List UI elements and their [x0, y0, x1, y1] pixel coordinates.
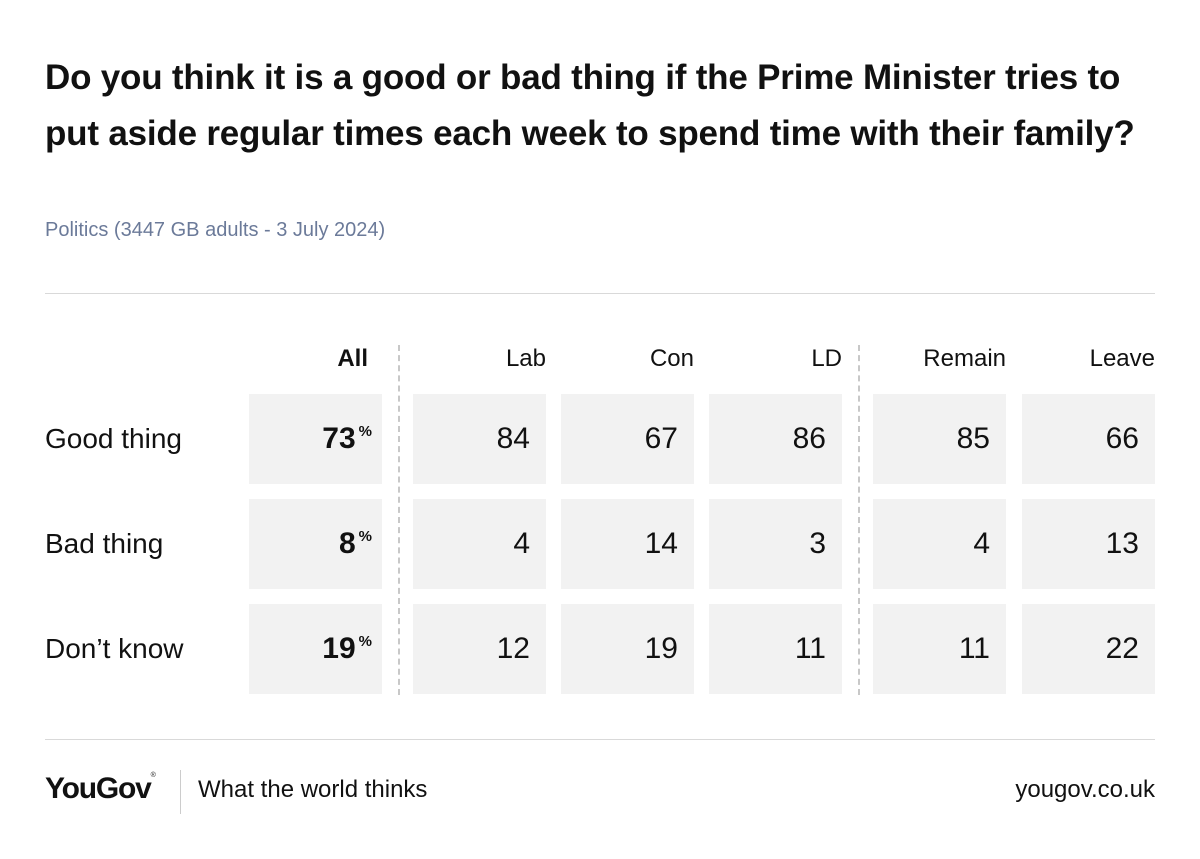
cell-don-t-know-ld: 11 [709, 604, 842, 694]
cell-value: 4 [973, 527, 990, 560]
footer-divider [180, 770, 181, 814]
cell-value: 14 [644, 527, 678, 560]
column-header-con: Con [649, 345, 694, 372]
percent-sign: % [358, 527, 372, 545]
cell-good-thing-lab: 84 [413, 394, 546, 484]
cell-good-thing-leave: 66 [1022, 394, 1155, 484]
cell-bad-thing-leave: 13 [1022, 499, 1155, 589]
chart-subtitle: Politics (3447 GB adults - 3 July 2024) [45, 219, 386, 241]
cell-don-t-know-lab: 12 [413, 604, 546, 694]
percent-sign: % [358, 422, 372, 440]
website-link[interactable]: yougov.co.uk [1015, 776, 1155, 803]
cell-value: 19 [322, 632, 356, 665]
brand-name: YouGov [45, 772, 152, 805]
cell-don-t-know-remain: 11 [873, 604, 1006, 694]
top-divider [45, 293, 1155, 294]
cell-value: 73 [322, 422, 356, 455]
separator-after-all [398, 345, 400, 695]
percent-sign: % [358, 632, 372, 650]
cell-value: 84 [496, 422, 530, 455]
cell-good-thing-remain: 85 [873, 394, 1006, 484]
row-label-don-t-know: Don’t know [45, 633, 184, 664]
cell-bad-thing-remain: 4 [873, 499, 1006, 589]
cell-value: 12 [496, 632, 530, 665]
cell-don-t-know-all: 19% [249, 604, 382, 694]
column-header-leave: Leave [1089, 345, 1155, 372]
cell-don-t-know-leave: 22 [1022, 604, 1155, 694]
cell-don-t-know-con: 19 [561, 604, 694, 694]
separator-after-ld [858, 345, 860, 695]
cell-value: 66 [1105, 422, 1139, 455]
cell-value: 22 [1105, 632, 1139, 665]
cell-value: 19 [644, 632, 678, 665]
yougov-logo[interactable]: YouGov® [45, 772, 156, 806]
cell-value: 3 [809, 527, 826, 560]
bottom-divider [45, 739, 1155, 740]
cell-value: 86 [792, 422, 826, 455]
column-header-all: All [337, 345, 368, 372]
cell-value: 67 [644, 422, 678, 455]
row-label-bad-thing: Bad thing [45, 528, 164, 559]
cell-value: 85 [956, 422, 990, 455]
column-header-ld: LD [811, 345, 842, 372]
cell-bad-thing-lab: 4 [413, 499, 546, 589]
cell-good-thing-all: 73% [249, 394, 382, 484]
cell-good-thing-ld: 86 [709, 394, 842, 484]
row-label-good-thing: Good thing [45, 423, 182, 454]
cell-bad-thing-con: 14 [561, 499, 694, 589]
cell-value: 8 [338, 527, 356, 560]
cell-value: 13 [1105, 527, 1139, 560]
chart-title: Do you think it is a good or bad thing i… [45, 58, 1135, 153]
cell-value: 11 [958, 632, 990, 665]
brand-mark: ® [150, 772, 156, 779]
tagline: What the world thinks [198, 776, 428, 803]
column-header-remain: Remain [923, 345, 1006, 372]
column-header-lab: Lab [505, 345, 546, 372]
cell-bad-thing-ld: 3 [709, 499, 842, 589]
cell-good-thing-con: 67 [561, 394, 694, 484]
cell-bad-thing-all: 8% [249, 499, 382, 589]
cell-value: 11 [794, 632, 826, 665]
cell-value: 4 [513, 527, 530, 560]
